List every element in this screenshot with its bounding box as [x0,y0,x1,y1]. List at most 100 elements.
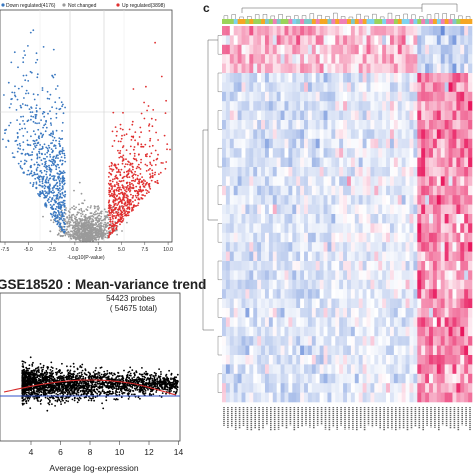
dendrogram-branch [364,15,369,19]
volcano-point [126,176,129,179]
volcano-point [137,193,140,196]
volcano-point [69,235,72,238]
mean-variance-point [21,374,24,377]
volcano-point [80,209,83,212]
volcano-point [145,192,148,195]
legend-neutral-label: Not changed [68,3,97,9]
volcano-point [95,236,97,239]
volcano-point [63,156,66,159]
volcano-point [40,159,43,162]
mean-variance-point [65,376,68,378]
volcano-point [58,225,60,228]
volcano-point [47,150,50,153]
volcano-point [107,182,110,185]
mean-variance-point [48,386,51,389]
volcano-point [49,183,51,186]
volcano-point [111,228,114,231]
volcano-point [50,219,52,222]
mean-variance-point [173,390,175,393]
mean-variance-point [85,385,88,388]
volcano-point [40,132,42,135]
volcano-point [119,140,122,143]
mean-variance-point [87,380,90,383]
volcano-point [16,119,18,121]
volcano-point [50,117,52,120]
volcano-point [39,107,41,110]
volcano-point [106,216,109,219]
mean-variance-point [32,387,34,389]
mean-variance-point [76,373,79,375]
mean-variance-point [31,365,34,367]
volcano-point [62,218,65,220]
heatmap-cell [249,35,254,46]
volcano-point [90,215,92,218]
heatmap-cell [241,35,246,46]
volcano-point [63,215,65,218]
volcano-point [111,145,114,148]
volcano-point [140,131,143,134]
mean-variance-point [39,363,42,365]
volcano-point [63,152,66,155]
volcano-point [52,221,55,224]
mean-variance-point [141,380,144,383]
volcano-point [25,89,28,92]
volcano-point [115,166,117,169]
volcano-point [66,216,68,219]
mean-variance-point [170,381,173,384]
volcano-point [46,165,49,168]
mean-variance-point [88,372,91,374]
mean-variance-point [37,400,39,402]
volcano-point [22,61,25,64]
mean-variance-point [76,381,79,383]
volcano-point [113,215,116,217]
mean-variance-point [64,397,66,400]
mean-variance-point [48,401,51,403]
mean-variance-point [35,397,38,400]
mean-variance-point [133,372,136,374]
volcano-point [137,153,140,156]
volcano-point [57,221,60,224]
mean-variance-x-tick-label: 14 [174,447,184,457]
volcano-point [124,189,126,192]
volcano-point [138,166,141,169]
mean-variance-point [151,377,154,380]
annotation-cell [468,19,473,24]
volcano-point [108,206,111,209]
volcano-point [139,126,142,129]
volcano-point [58,142,61,145]
mean-variance-point [116,379,119,381]
annotation-cell [393,19,399,24]
mean-variance-point [25,371,28,374]
volcano-point [119,123,122,126]
mean-variance-point [30,392,33,395]
mean-variance-point [35,396,37,398]
volcano-point [108,226,111,229]
mean-variance-point [98,382,101,385]
volcano-point [57,205,60,208]
volcano-point [16,143,19,146]
annotation-cell [374,19,379,24]
volcano-point [84,222,87,225]
volcano-point [42,178,44,181]
volcano-point [9,121,12,124]
volcano-point [127,198,129,201]
volcano-point [125,194,128,197]
mean-variance-point [36,374,38,376]
volcano-point [155,131,158,134]
volcano-point [58,179,61,182]
volcano-point [39,144,41,146]
volcano-point [43,193,45,196]
volcano-point [56,220,59,223]
mean-variance-point [43,391,45,394]
volcano-point [109,218,112,221]
volcano-point [104,232,107,235]
mean-variance-point [69,371,71,373]
mean-variance-point [125,375,128,377]
volcano-point [22,171,25,174]
mean-variance-title: GSE18520 : Mean-variance trend [0,277,206,292]
volcano-point [8,106,11,109]
volcano-point [103,228,106,230]
volcano-point [121,186,124,189]
mean-variance-point [53,390,56,393]
mean-variance-point [96,382,99,385]
